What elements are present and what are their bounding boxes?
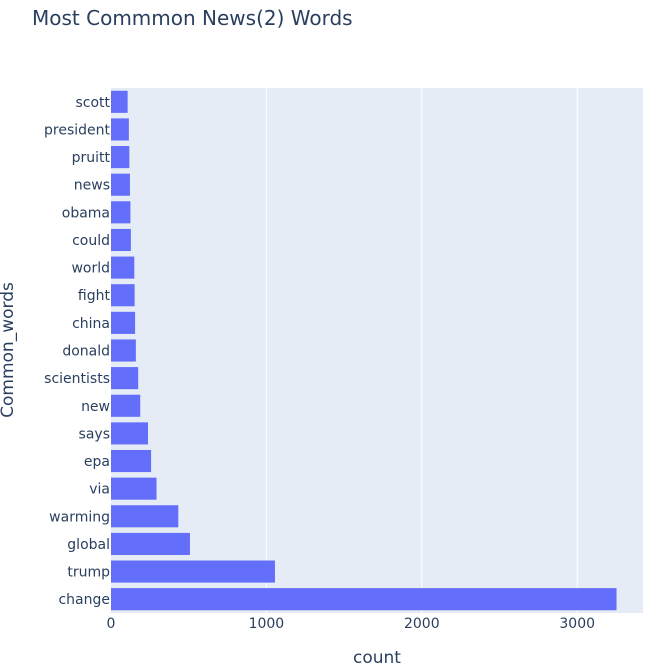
y-tick-label-pruitt: pruitt (72, 150, 111, 166)
y-tick-label-obama: obama (62, 205, 110, 221)
plot-area (111, 88, 643, 613)
bars (111, 90, 617, 611)
y-tick-label-fight: fight (78, 288, 111, 304)
bar-scientists (111, 367, 139, 390)
y-tick-label-could: could (72, 233, 110, 249)
bar-world (111, 256, 135, 279)
y-tick-label-president: president (44, 122, 111, 138)
x-axis-title: count (353, 648, 401, 667)
y-tick-label-donald: donald (62, 344, 110, 360)
y-tick-label-global: global (67, 537, 110, 553)
bar-global (111, 532, 190, 555)
bar-says (111, 422, 148, 445)
x-tick-label: 2000 (404, 616, 440, 632)
y-tick-label-china: china (72, 316, 110, 332)
bar-new (111, 394, 141, 417)
bar-donald (111, 339, 136, 362)
bar-epa (111, 449, 152, 473)
y-tick-label-scott: scott (75, 95, 110, 111)
y-axis-title: Common_words (0, 282, 18, 418)
x-tick-labels: 0 1000 2000 3000 (107, 616, 595, 632)
bar-news (111, 173, 130, 196)
gridlines (265, 88, 578, 613)
y-tick-label-change: change (58, 592, 110, 608)
y-tick-label-warming: warming (49, 509, 110, 525)
y-tick-label-epa: epa (84, 454, 110, 470)
bar-pruitt (111, 146, 130, 169)
bar-warming (111, 505, 179, 528)
bar-president (111, 118, 129, 141)
y-tick-labels: scott president pruitt news obama could world f… (44, 95, 111, 608)
bar-obama (111, 201, 131, 224)
chart-title: Most Commmon News(2) Words (32, 6, 353, 30)
bar-via (111, 477, 157, 500)
y-tick-label-says: says (79, 426, 110, 442)
bar-scott (111, 90, 128, 113)
bar-fight (111, 284, 135, 307)
bar-change (111, 588, 617, 611)
y-tick-label-via: via (89, 482, 110, 498)
y-tick-label-world: world (71, 261, 110, 277)
bar-china (111, 311, 136, 334)
y-tick-label-new: new (81, 399, 110, 415)
bar-trump (111, 560, 275, 583)
y-tick-label-scientists: scientists (44, 371, 110, 387)
x-tick-label: 1000 (249, 616, 285, 632)
y-tick-label-news: news (74, 178, 110, 194)
x-tick-label: 3000 (559, 616, 595, 632)
bar-could (111, 228, 131, 252)
x-tick-label: 0 (107, 616, 116, 632)
y-tick-label-trump: trump (67, 565, 110, 581)
